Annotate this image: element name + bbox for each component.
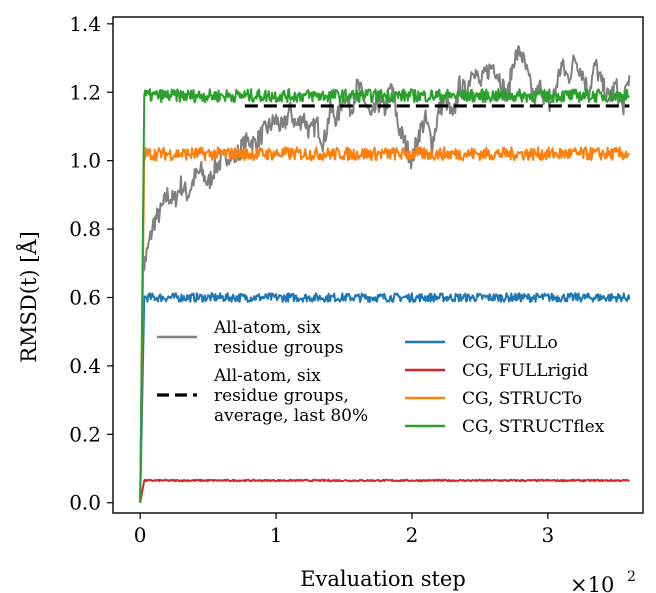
legend-label: residue groups [214,338,343,358]
y-tick-label: 0.4 [69,354,101,378]
x-tick-label: 3 [542,523,555,547]
x-tick-label: 0 [134,523,147,547]
series-line-cg-fullrigid [140,480,629,503]
y-tick-label: 0.0 [69,491,101,515]
y-tick-label: 0.2 [69,422,101,446]
legend-label: CG, STRUCTflex [462,417,605,437]
x-tick-label: 1 [270,523,283,547]
legend-label: All-atom, six [213,366,321,386]
legend-label: CG, FULLo [462,333,558,353]
y-tick-label: 0.8 [69,217,101,241]
x-multiplier-exponent: 2 [627,569,636,585]
y-tick-label: 0.6 [69,285,101,309]
y-axis-label: RMSD(t) [Å] [16,231,41,363]
y-tick-label: 1.2 [69,80,101,104]
x-axis-multiplier: ×10 2 [570,569,636,593]
legend-label: CG, STRUCTo [462,389,582,409]
legend-label: average, last 80% [214,406,368,426]
x-axis-label: Evaluation step [300,567,466,591]
legend-label: residue groups, [214,386,349,406]
legend-label: All-atom, six [213,318,321,338]
y-tick-label: 1.0 [69,149,101,173]
x-tick-label: 2 [406,523,419,547]
x-multiplier-base: ×10 [570,573,614,593]
legend-label: CG, FULLrigid [462,361,588,381]
y-tick-label: 1.4 [69,12,101,36]
